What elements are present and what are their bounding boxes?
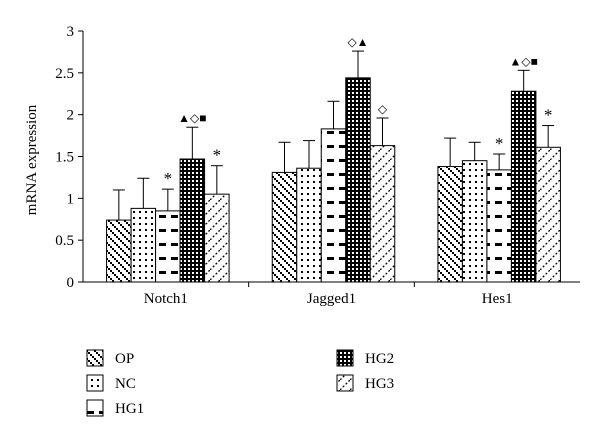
y-tick-label: 2	[67, 108, 75, 124]
bar-nc	[461, 160, 488, 283]
significance-mark: *	[164, 169, 173, 188]
significance-mark: ◇	[378, 102, 388, 116]
bar-hg2	[179, 158, 206, 283]
significance-mark: *	[544, 106, 553, 125]
x-axis: Notch1 Jagged1 Hes1	[144, 282, 513, 307]
bar-hg3	[369, 145, 396, 283]
x-tick-label: Hes1	[482, 291, 513, 307]
bar-hg3	[204, 193, 230, 283]
bars-group: * ▲◇■ * ◇▲ ◇ * ▲◇■ *	[106, 35, 561, 283]
bar-hg2	[510, 90, 537, 283]
y-tick-label: 2.5	[55, 66, 74, 82]
significance-mark: *	[213, 146, 222, 165]
y-tick-label: 1.5	[55, 150, 74, 166]
legend-label-hg2: HG2	[365, 351, 394, 367]
legend-swatch-op	[86, 349, 104, 367]
y-tick-label: 1	[67, 191, 75, 207]
legend-label-hg3: HG3	[365, 376, 394, 392]
x-tick-label: Jagged1	[307, 291, 356, 307]
bar-hg1	[155, 210, 181, 283]
y-axis-label: mRNA expression	[24, 104, 40, 215]
bar-op	[106, 219, 132, 283]
legend-label-hg1: HG1	[115, 401, 144, 417]
x-tick-label: Notch1	[144, 291, 188, 307]
bar-hg3	[535, 146, 561, 283]
legend-swatch-nc	[86, 374, 104, 392]
bar-hg1	[486, 169, 512, 283]
significance-mark: ▲◇■	[178, 111, 206, 125]
significance-mark: *	[495, 134, 504, 153]
legend-label-nc: NC	[115, 376, 136, 392]
y-tick-label: 0	[67, 275, 75, 291]
y-tick-label: 0.5	[55, 233, 74, 249]
bar-nc	[130, 207, 157, 283]
bar-hg2	[345, 77, 371, 283]
significance-mark: ▲◇■	[509, 54, 537, 68]
bar-nc	[296, 167, 322, 283]
bar-hg1	[320, 128, 347, 283]
significance-mark: ◇▲	[347, 35, 368, 49]
legend-swatch-hg1	[86, 399, 104, 417]
legend-label-op: OP	[115, 351, 134, 367]
bar-op	[437, 166, 463, 283]
legend-swatch-hg2	[336, 349, 354, 367]
bar-op	[271, 171, 298, 283]
legend-swatch-hg3	[336, 374, 354, 392]
legend: OP NC HG1 HG2 HG3	[86, 349, 394, 417]
y-tick-label: 3	[67, 24, 75, 40]
